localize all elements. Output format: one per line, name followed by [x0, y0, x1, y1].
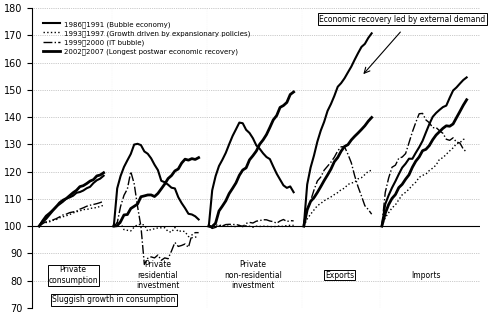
- Legend: 1986～1991 (Bubble economy), 1993～1997 (Growth driven by expansionary policies), : 1986～1991 (Bubble economy), 1993～1997 (G…: [40, 17, 253, 58]
- Text: Private
consumption: Private consumption: [48, 266, 98, 285]
- Text: Private
residential
investment: Private residential investment: [136, 260, 180, 290]
- Text: Imports: Imports: [411, 271, 440, 280]
- Text: Economic recovery led by external demand: Economic recovery led by external demand: [319, 15, 486, 24]
- Text: Private
non-residential
investment: Private non-residential investment: [224, 260, 282, 290]
- Text: Exports: Exports: [325, 271, 354, 280]
- Text: Sluggish growth in consumption: Sluggish growth in consumption: [52, 295, 176, 304]
